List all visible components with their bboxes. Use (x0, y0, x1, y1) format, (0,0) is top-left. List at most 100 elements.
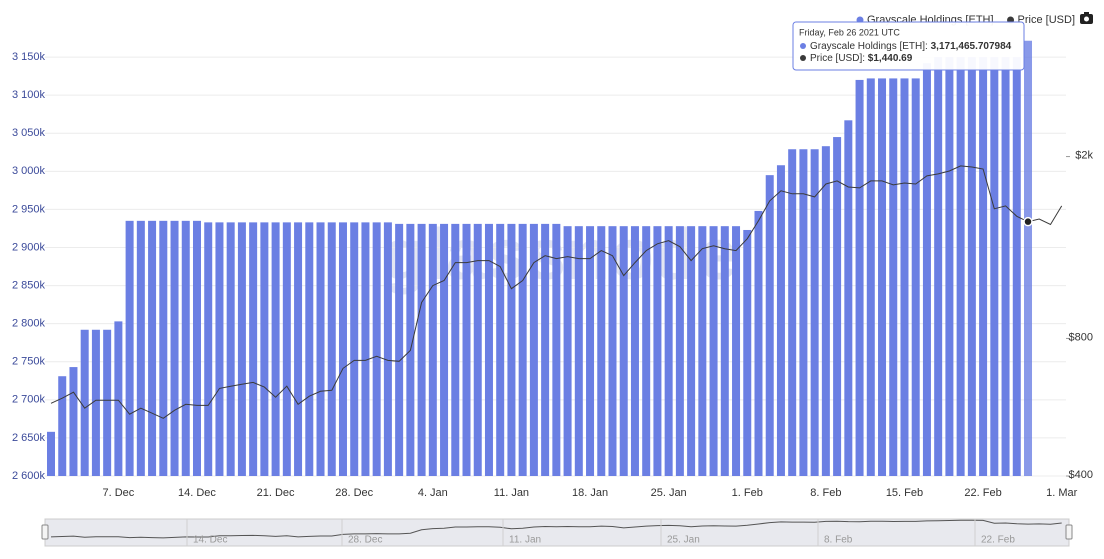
tooltip-value: $1,440.69 (868, 53, 913, 64)
bar (979, 57, 988, 476)
bar (91, 329, 100, 476)
bar (788, 149, 797, 476)
bar (327, 222, 336, 476)
x-tick-label: 8. Feb (810, 487, 841, 499)
bar (170, 220, 179, 476)
y-tick-label: 2 900k (12, 241, 46, 253)
y-tick-label: 2 850k (12, 279, 46, 291)
x-tick-label: 25. Jan (651, 487, 687, 499)
bar (507, 223, 516, 476)
bar (911, 78, 920, 476)
y2-tick-label: $2k (1075, 149, 1093, 161)
navigator-label: 28. Dec (348, 535, 382, 546)
tooltip-marker (800, 55, 806, 61)
bar (720, 226, 729, 476)
x-tick-label: 1. Feb (732, 487, 763, 499)
tooltip-date: Friday, Feb 26 2021 UTC (799, 27, 900, 37)
bar (945, 57, 954, 476)
tooltip-row: Price [USD]: $1,440.69 (810, 53, 913, 64)
tooltip: Friday, Feb 26 2021 UTC Grayscale Holding… (792, 21, 1025, 71)
bar (372, 222, 381, 476)
navigator-label: 25. Jan (667, 535, 700, 546)
y-tick-label: 2 800k (12, 318, 46, 330)
y-tick-label: 2 600k (12, 470, 46, 482)
bar (271, 222, 280, 476)
bar (361, 222, 370, 476)
bar (541, 223, 550, 476)
bar (350, 222, 359, 476)
camera-icon[interactable] (1080, 12, 1093, 24)
bar (597, 226, 606, 476)
x-tick-label: 28. Dec (335, 487, 373, 499)
bar (58, 376, 67, 476)
navigator-label: 14. Dec (193, 535, 227, 546)
bar (451, 223, 460, 476)
bar (743, 229, 752, 476)
navigator-line (50, 519, 1062, 539)
y2-tick-label: $400 (1069, 469, 1093, 481)
bar (518, 223, 527, 476)
bar (776, 165, 785, 477)
bar (305, 222, 314, 476)
bar (1001, 57, 1010, 476)
x-tick-label: 1. Mar (1046, 487, 1078, 499)
y-tick-label: 2 950k (12, 203, 46, 215)
bar (192, 220, 201, 476)
bar (316, 222, 325, 476)
tooltip-row: Grayscale Holdings [ETH]: 3,171,465.7079… (810, 41, 1012, 52)
bar (383, 222, 392, 476)
bar (732, 226, 741, 476)
bar (552, 223, 561, 476)
bar (204, 222, 213, 476)
bar (1024, 40, 1033, 477)
camera-lens[interactable] (1084, 16, 1089, 22)
hover-point (1023, 216, 1033, 227)
x-tick-label: 4. Jan (418, 487, 448, 499)
bar (810, 149, 819, 476)
navigator-label: 22. Feb (981, 535, 1015, 546)
bar (619, 226, 628, 476)
bar (900, 78, 909, 476)
bar (765, 175, 774, 476)
legend-label[interactable]: Price [USD] (1018, 14, 1075, 26)
bar (47, 431, 55, 476)
camera-top[interactable] (1084, 12, 1089, 15)
bar (181, 220, 190, 476)
bar (237, 222, 246, 476)
bar (136, 220, 145, 476)
bar (148, 220, 157, 476)
y-tick-label: 3 100k (12, 89, 46, 101)
bar (878, 78, 887, 476)
bar (496, 223, 505, 476)
bar (642, 226, 651, 476)
bar (586, 226, 595, 476)
navigator-handle[interactable] (1065, 524, 1073, 540)
tooltip-marker (800, 43, 806, 49)
bar (417, 223, 426, 476)
bar (687, 226, 696, 476)
bar (990, 57, 999, 476)
bar (473, 223, 482, 476)
bar (114, 321, 123, 476)
bar (69, 367, 78, 476)
bar (754, 210, 763, 476)
bar (563, 226, 572, 476)
bar (440, 223, 449, 476)
bar (226, 222, 235, 476)
bar (675, 226, 684, 476)
tooltip-label: Price [USD]: (810, 53, 868, 64)
navigator-label: 8. Feb (824, 535, 853, 546)
bar (80, 329, 89, 476)
bar (821, 146, 830, 476)
bar (844, 120, 853, 476)
navigator-handle[interactable] (41, 524, 49, 540)
bar (282, 222, 291, 476)
bar (249, 222, 258, 476)
x-tick-label: 11. Jan (494, 487, 529, 499)
y-tick-label: 3 150k (12, 51, 46, 63)
bar (395, 223, 404, 476)
bar (956, 57, 965, 476)
x-tick-label: 18. Jan (572, 487, 608, 499)
bar (799, 149, 808, 476)
